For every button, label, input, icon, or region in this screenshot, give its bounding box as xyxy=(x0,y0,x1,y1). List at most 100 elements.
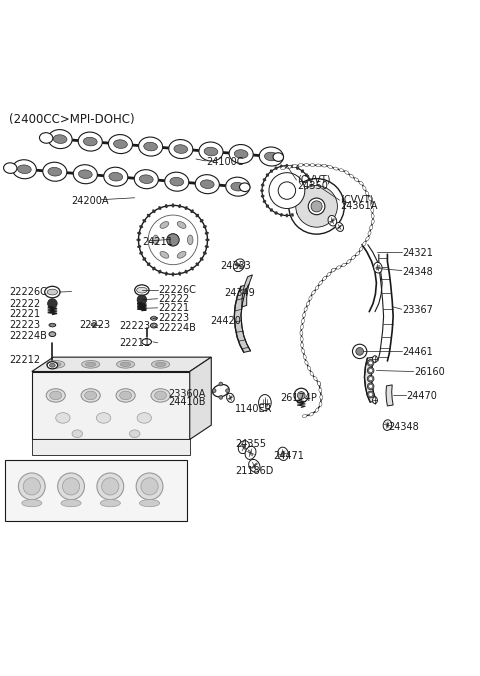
Circle shape xyxy=(141,478,158,495)
Circle shape xyxy=(367,367,374,374)
Ellipse shape xyxy=(78,170,92,178)
Ellipse shape xyxy=(170,177,184,186)
Ellipse shape xyxy=(304,164,309,166)
Ellipse shape xyxy=(61,500,81,507)
Ellipse shape xyxy=(300,331,303,335)
Ellipse shape xyxy=(301,208,304,212)
Text: 22221: 22221 xyxy=(9,309,40,319)
Ellipse shape xyxy=(275,212,277,214)
Text: 22224B: 22224B xyxy=(9,331,47,341)
Ellipse shape xyxy=(49,364,55,367)
Ellipse shape xyxy=(188,235,193,245)
Ellipse shape xyxy=(172,203,174,208)
Ellipse shape xyxy=(158,270,161,274)
Ellipse shape xyxy=(342,263,346,266)
Ellipse shape xyxy=(372,397,377,404)
Text: 22226C: 22226C xyxy=(158,285,196,295)
Ellipse shape xyxy=(155,391,167,400)
Ellipse shape xyxy=(371,208,374,212)
Ellipse shape xyxy=(260,189,264,192)
Ellipse shape xyxy=(313,377,317,381)
Circle shape xyxy=(298,391,305,400)
Ellipse shape xyxy=(300,337,303,341)
Ellipse shape xyxy=(169,139,193,159)
Text: 24348: 24348 xyxy=(403,267,433,277)
Ellipse shape xyxy=(297,166,299,170)
Ellipse shape xyxy=(310,189,313,192)
Ellipse shape xyxy=(310,164,315,166)
Circle shape xyxy=(289,178,344,234)
Ellipse shape xyxy=(336,222,344,231)
Ellipse shape xyxy=(73,165,97,184)
Ellipse shape xyxy=(322,164,327,167)
Ellipse shape xyxy=(280,213,283,216)
Ellipse shape xyxy=(152,210,156,213)
Ellipse shape xyxy=(139,175,153,183)
Ellipse shape xyxy=(280,165,283,168)
Ellipse shape xyxy=(116,389,135,402)
Circle shape xyxy=(278,182,296,199)
Ellipse shape xyxy=(270,208,273,212)
Text: 24355: 24355 xyxy=(235,439,266,450)
Text: 24348: 24348 xyxy=(388,422,419,431)
Ellipse shape xyxy=(196,263,199,266)
Circle shape xyxy=(262,166,312,216)
Ellipse shape xyxy=(82,360,100,368)
Ellipse shape xyxy=(147,214,150,217)
Text: 24410B: 24410B xyxy=(168,397,206,407)
Ellipse shape xyxy=(130,430,140,437)
Ellipse shape xyxy=(199,142,223,161)
Circle shape xyxy=(269,172,305,208)
Text: 22223: 22223 xyxy=(80,320,111,330)
Circle shape xyxy=(294,388,309,403)
Ellipse shape xyxy=(81,389,100,402)
Circle shape xyxy=(369,361,372,365)
Circle shape xyxy=(367,391,374,398)
Circle shape xyxy=(296,186,337,227)
Ellipse shape xyxy=(109,172,123,181)
Ellipse shape xyxy=(306,301,310,306)
Ellipse shape xyxy=(291,165,294,168)
Ellipse shape xyxy=(120,391,132,400)
Circle shape xyxy=(219,395,223,400)
Ellipse shape xyxy=(108,135,132,153)
Ellipse shape xyxy=(331,268,336,272)
Ellipse shape xyxy=(317,381,321,385)
Polygon shape xyxy=(242,275,252,307)
Circle shape xyxy=(102,478,119,495)
Ellipse shape xyxy=(303,355,306,360)
Ellipse shape xyxy=(195,174,219,193)
Ellipse shape xyxy=(309,412,313,416)
Ellipse shape xyxy=(302,313,305,318)
Ellipse shape xyxy=(185,206,188,210)
Circle shape xyxy=(356,347,363,355)
Ellipse shape xyxy=(3,163,17,173)
Ellipse shape xyxy=(292,164,297,168)
Ellipse shape xyxy=(331,268,336,272)
Circle shape xyxy=(369,393,372,396)
Ellipse shape xyxy=(368,196,372,201)
Ellipse shape xyxy=(297,212,299,214)
Polygon shape xyxy=(32,372,190,439)
Circle shape xyxy=(352,344,367,358)
Ellipse shape xyxy=(205,245,209,248)
Ellipse shape xyxy=(151,389,170,402)
Ellipse shape xyxy=(264,152,278,161)
Ellipse shape xyxy=(160,222,169,228)
Ellipse shape xyxy=(286,214,288,217)
Ellipse shape xyxy=(315,408,319,412)
Ellipse shape xyxy=(191,210,193,213)
Ellipse shape xyxy=(39,132,53,143)
Ellipse shape xyxy=(287,166,291,168)
Ellipse shape xyxy=(165,172,189,191)
Ellipse shape xyxy=(298,164,303,166)
Ellipse shape xyxy=(249,460,260,472)
Ellipse shape xyxy=(263,200,266,203)
Text: 22223: 22223 xyxy=(158,313,190,323)
Text: 22221: 22221 xyxy=(158,303,190,313)
Ellipse shape xyxy=(47,362,58,369)
Ellipse shape xyxy=(227,393,234,402)
Ellipse shape xyxy=(49,323,56,327)
Ellipse shape xyxy=(273,153,284,162)
Ellipse shape xyxy=(48,130,72,149)
